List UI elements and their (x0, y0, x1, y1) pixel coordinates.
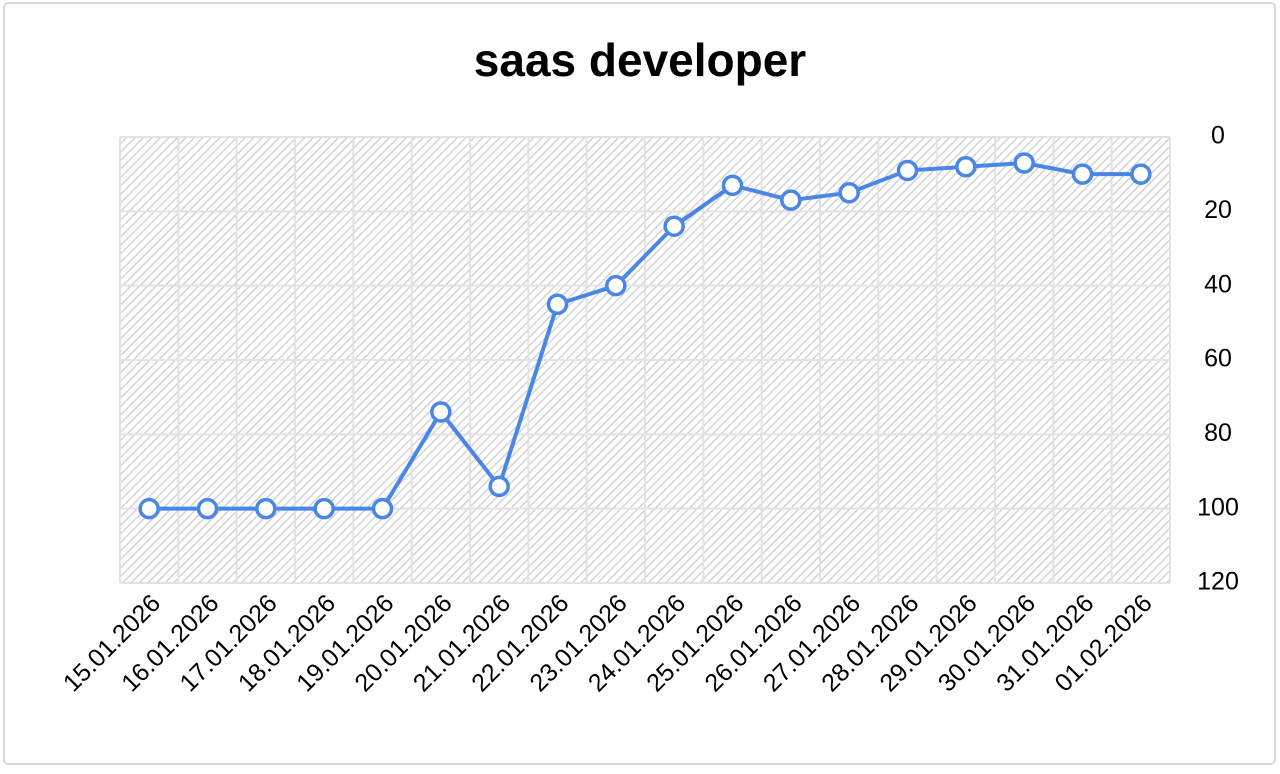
point (838, 182, 860, 204)
point (255, 497, 277, 520)
y-tick-label: 0 (1211, 122, 1225, 150)
point (430, 401, 452, 423)
point (605, 274, 627, 297)
y-tick-label: 20 (1204, 196, 1232, 224)
y-tick-label: 120 (1197, 568, 1239, 596)
y-tick-label: 60 (1204, 345, 1232, 373)
point (488, 475, 510, 498)
point (196, 497, 219, 520)
point (1013, 152, 1035, 174)
chart-title: saas developer (474, 34, 807, 86)
point (896, 159, 919, 182)
point (663, 215, 685, 237)
point (721, 174, 744, 197)
point (371, 497, 394, 520)
y-tick-label: 40 (1204, 270, 1232, 298)
y-tick-label: 100 (1197, 493, 1239, 521)
point (546, 293, 569, 315)
point (138, 497, 160, 520)
point (955, 155, 977, 178)
point (1071, 163, 1094, 185)
point (313, 497, 335, 520)
point (780, 189, 802, 211)
point (1130, 163, 1152, 185)
y-tick-label: 80 (1204, 419, 1232, 447)
